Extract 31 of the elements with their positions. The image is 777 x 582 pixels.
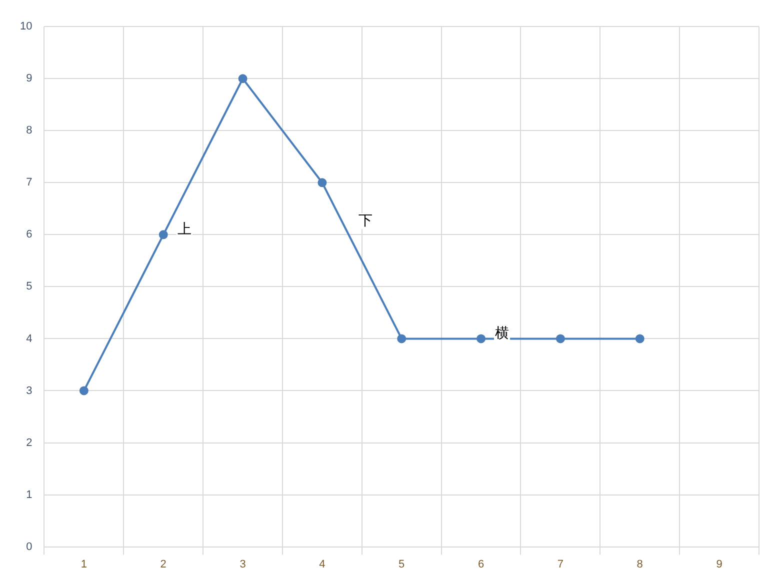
y-tick-label: 10 [20,20,32,33]
point [158,230,168,240]
y-tick-label: 7 [26,176,32,189]
y-tick-label: 9 [26,72,32,85]
point [79,386,88,396]
point [476,334,486,344]
x-tick-label: 8 [636,558,643,570]
x-tick-label: 4 [319,558,326,570]
y-tick-label: 0 [26,540,32,553]
y-tick-label: 6 [26,228,32,241]
x-tick-label: 7 [557,558,564,570]
x-tick-label: 5 [398,558,405,570]
y-tick-label: 3 [26,384,32,397]
x-tick-label: 3 [240,558,246,570]
x-tick-label: 9 [716,558,722,570]
annotation: 下 [358,212,373,229]
x-tick-label: 2 [160,558,166,570]
y-tick-label: 8 [26,124,32,137]
x-tick-label: 1 [80,558,88,570]
y-tick-label: 4 [26,332,32,345]
point [318,178,327,188]
point [238,74,248,84]
annotation: 横 [495,325,510,342]
x-tick-label: 6 [478,558,484,570]
y-tick-label: 5 [26,280,32,293]
y-tick-label: 1 [26,488,32,501]
point [397,334,406,344]
annotation: 上 [177,221,192,238]
point [556,334,565,344]
y-tick-label: 2 [26,436,32,449]
point [635,334,644,344]
